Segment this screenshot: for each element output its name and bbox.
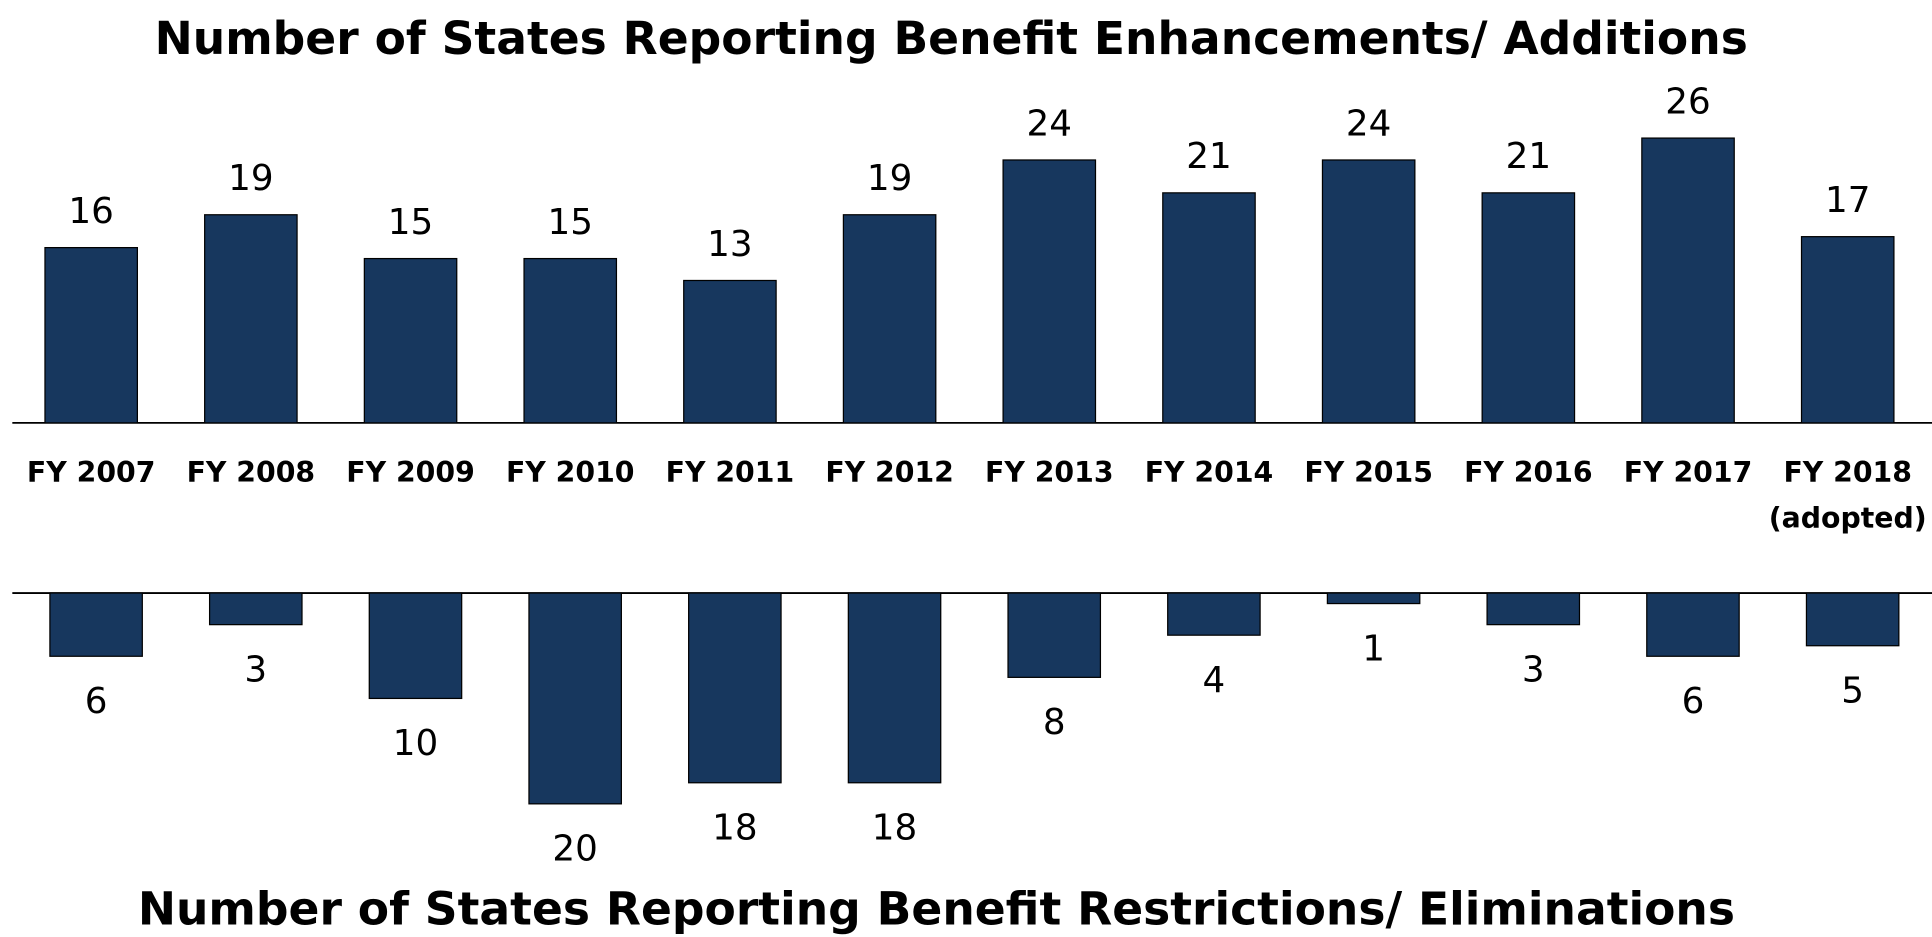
data-label: 21 — [1506, 136, 1551, 177]
x-tick-label: FY 2012 — [825, 456, 954, 489]
bar — [1800, 236, 1895, 424]
bar — [204, 214, 298, 424]
bar — [1326, 592, 1421, 605]
data-label: 15 — [388, 202, 433, 243]
x-tick-label: FY 2015 — [1304, 456, 1433, 489]
data-label: 4 — [1203, 660, 1226, 701]
x-tick-label: FY 2017 — [1624, 456, 1753, 489]
bar — [1646, 592, 1740, 657]
bar — [208, 592, 303, 626]
data-label: 10 — [393, 723, 438, 764]
data-label: 19 — [867, 158, 912, 199]
bar — [1002, 159, 1097, 424]
data-label: 3 — [1522, 649, 1545, 690]
bar — [842, 214, 937, 424]
bar — [523, 257, 618, 424]
bar — [1641, 137, 1735, 424]
data-label: 15 — [548, 202, 593, 243]
bar — [363, 257, 458, 424]
data-label: 18 — [872, 807, 917, 848]
data-label: 17 — [1825, 180, 1870, 221]
data-label: 6 — [85, 681, 108, 722]
chart-title: Number of States Reporting Benefit Restr… — [138, 883, 1735, 936]
x-tick-label: FY 2016 — [1464, 456, 1593, 489]
bar — [368, 592, 463, 700]
bar — [1805, 592, 1900, 647]
bar — [1481, 192, 1576, 424]
chart-title: Number of States Reporting Benefit Enhan… — [155, 12, 1748, 65]
data-label: 21 — [1186, 136, 1231, 177]
data-label: 16 — [68, 191, 113, 232]
bar — [1486, 592, 1581, 626]
data-label: 18 — [712, 807, 757, 848]
bar — [1321, 159, 1416, 424]
bar — [49, 592, 143, 657]
data-label: 5 — [1841, 670, 1864, 711]
x-tick-label: FY 2013 — [985, 456, 1114, 489]
bar — [688, 592, 782, 784]
bar — [1162, 192, 1256, 424]
data-label: 3 — [244, 649, 267, 690]
bar — [528, 592, 622, 805]
bar — [44, 246, 138, 424]
x-tick-label: FY 2009 — [346, 456, 475, 489]
data-label: 20 — [552, 829, 597, 870]
x-tick-label: FY 2018 (adopted) — [1769, 456, 1927, 535]
bar — [1167, 592, 1261, 636]
bar — [1007, 592, 1102, 678]
x-tick-label: FY 2008 — [187, 456, 316, 489]
data-label: 1 — [1362, 628, 1385, 669]
x-tick-label: FY 2014 — [1145, 456, 1274, 489]
data-label: 6 — [1682, 681, 1705, 722]
x-tick-label: FY 2011 — [666, 456, 795, 489]
data-label: 26 — [1665, 81, 1710, 122]
bar — [847, 592, 942, 784]
x-tick-label: FY 2007 — [27, 456, 156, 489]
data-label: 19 — [228, 158, 273, 199]
data-label: 24 — [1027, 103, 1072, 144]
data-label: 24 — [1346, 103, 1391, 144]
x-tick-label: FY 2010 — [506, 456, 635, 489]
data-label: 13 — [707, 224, 752, 265]
data-label: 8 — [1043, 702, 1066, 743]
bar — [683, 279, 777, 424]
